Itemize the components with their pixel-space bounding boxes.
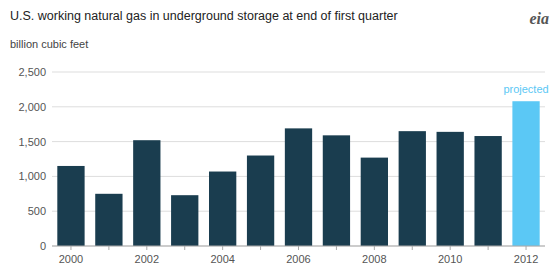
x-tick [184,246,185,250]
logo-text: eia [529,10,549,27]
bar [361,158,388,246]
bar [323,135,350,246]
x-tick-label: 2008 [362,253,386,265]
x-tick-label: 2002 [135,253,159,265]
bar [399,131,426,246]
y-tick-label: 1,500 [18,136,46,148]
bar [285,128,312,246]
bar [437,132,464,246]
bar [133,140,160,246]
grid-line [52,72,545,73]
x-tick-label: 2006 [286,253,310,265]
x-tick [222,246,223,250]
x-tick-label: 2000 [59,253,83,265]
x-tick [336,246,337,250]
x-tick-label: 2010 [438,253,462,265]
bar [474,136,501,246]
x-tick [488,246,489,250]
y-tick-label: 1,000 [18,170,46,182]
x-tick [450,246,451,250]
y-axis-label: billion cubic feet [10,38,88,50]
x-tick [298,246,299,250]
x-tick-label: 2004 [210,253,234,265]
bar [209,172,236,246]
x-tick [412,246,413,250]
x-tick [146,246,147,250]
y-tick-label: 2,000 [18,101,46,113]
chart: U.S. working natural gas in underground … [0,0,559,274]
bar [247,156,274,246]
bar [171,195,198,246]
y-tick-label: 2,500 [18,66,46,78]
title: U.S. working natural gas in underground … [10,9,398,23]
x-tick [108,246,109,250]
x-tick [374,246,375,250]
grid-line [52,106,545,107]
bar [95,194,122,246]
x-tick [526,246,527,250]
y-tick-label: 0 [40,240,46,252]
x-tick-label: 2012 [514,253,538,265]
x-tick [260,246,261,250]
bar [57,166,84,246]
annotation: projected [503,83,548,95]
bars [57,101,539,246]
y-tick-label: 500 [28,205,46,217]
x-tick [70,246,71,250]
bar [512,101,539,246]
